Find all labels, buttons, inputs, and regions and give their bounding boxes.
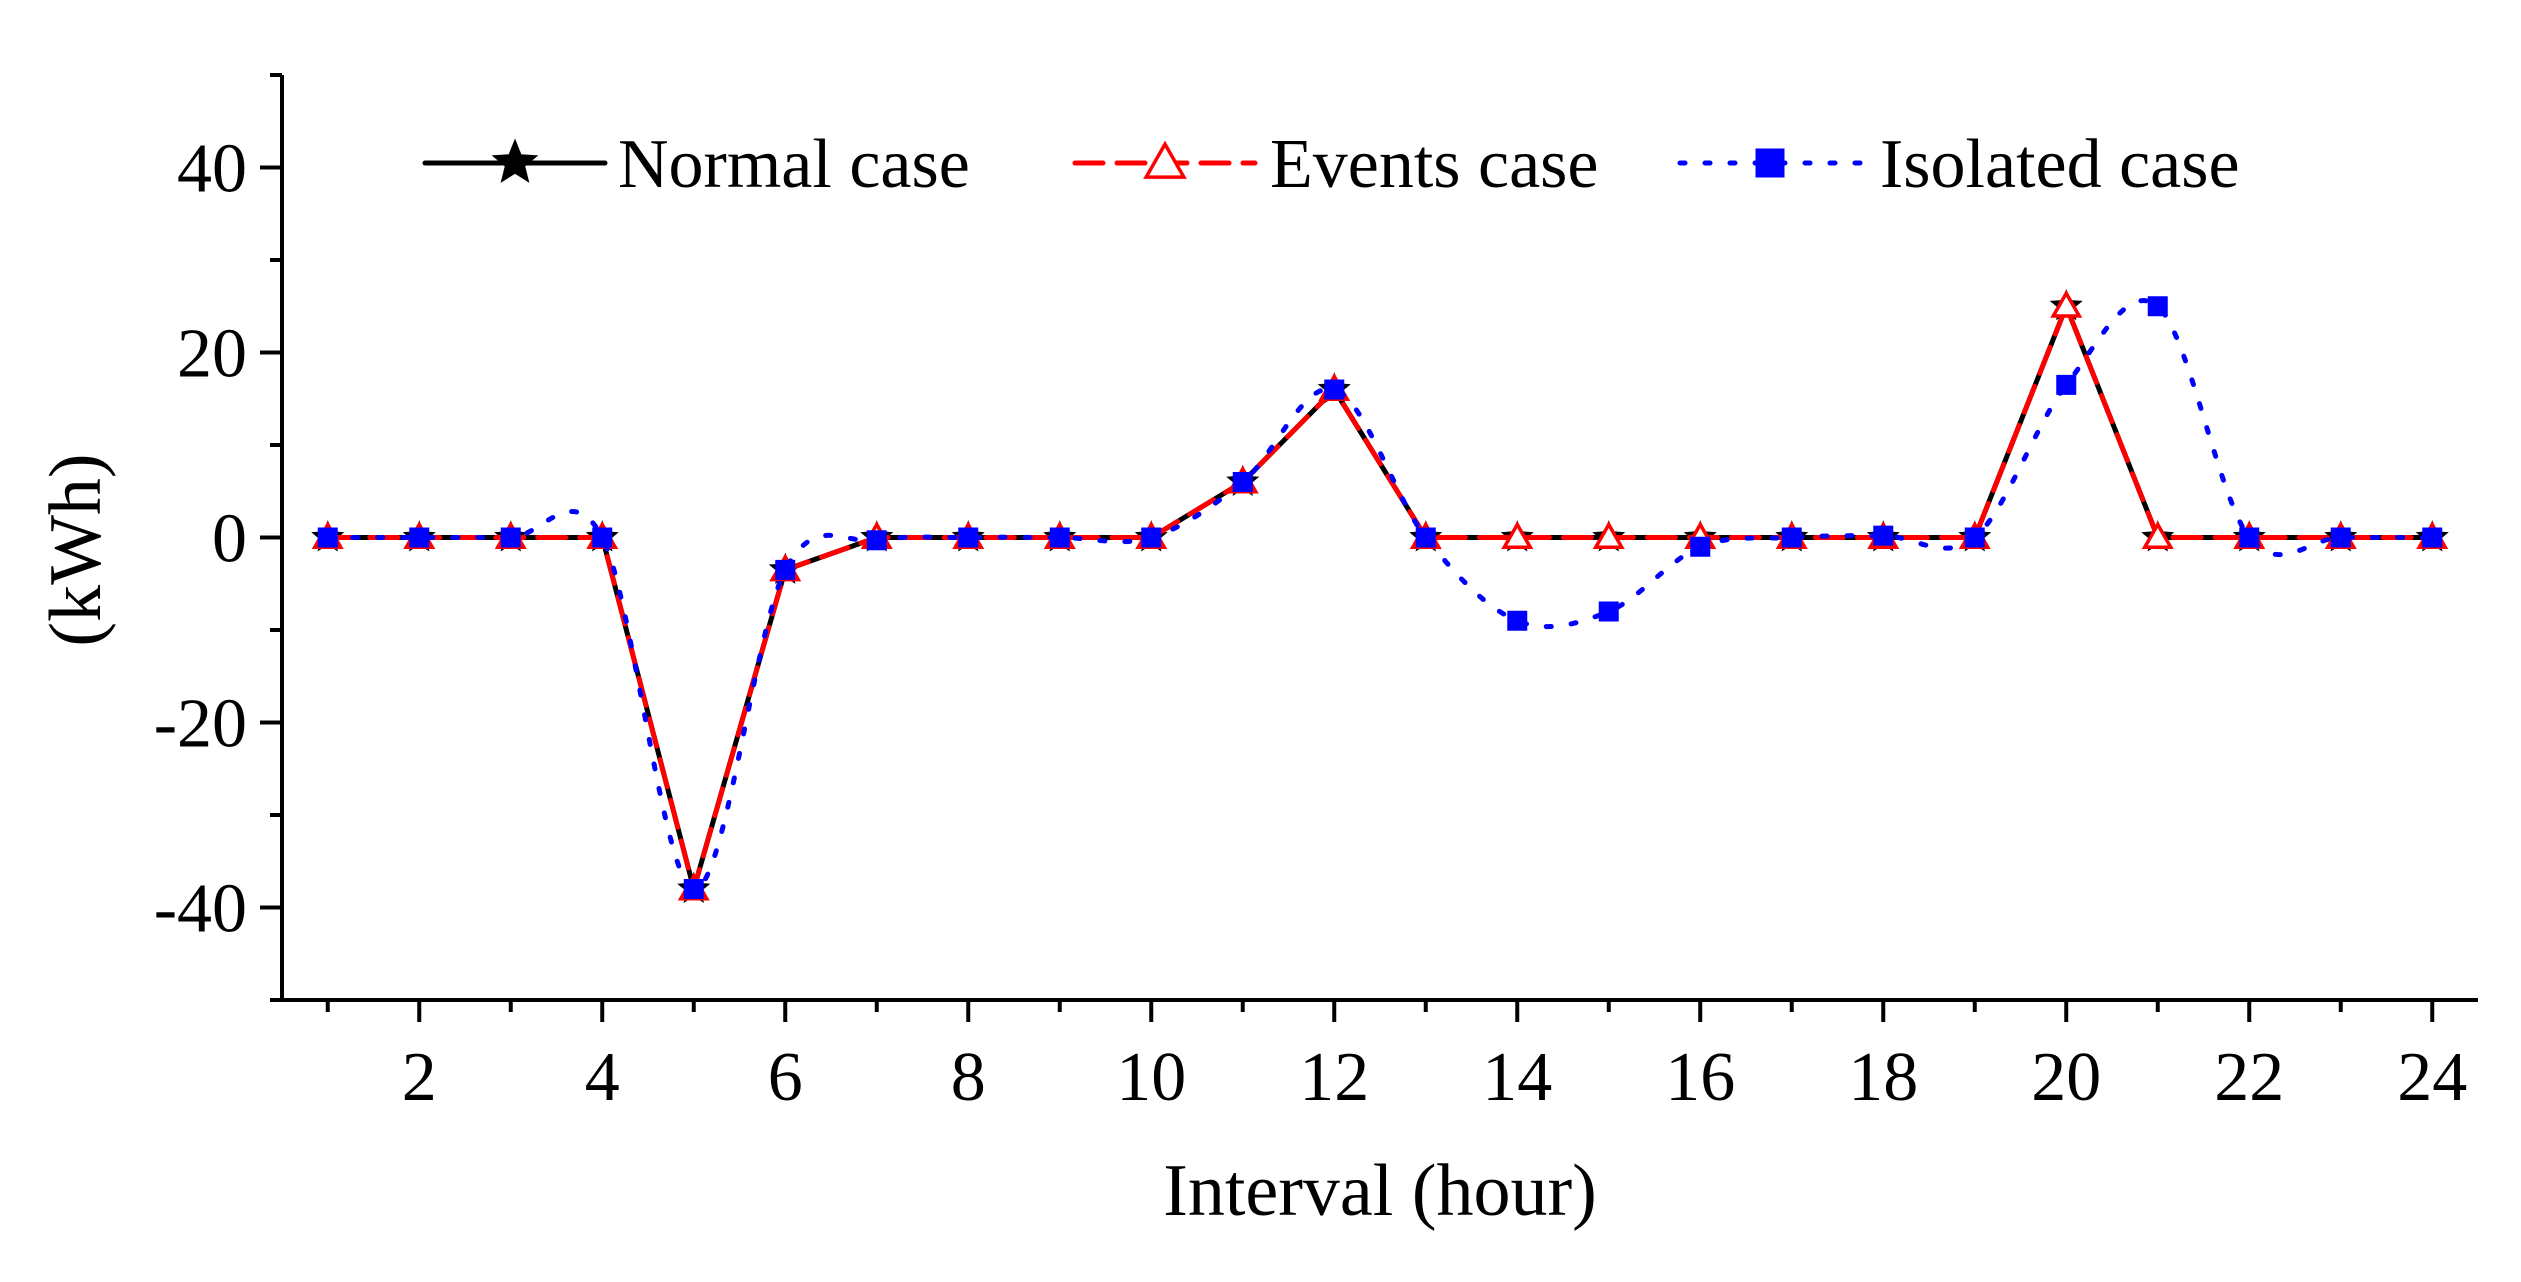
- y-tick-label: 0: [212, 501, 247, 578]
- x-tick-label: 4: [585, 1039, 620, 1116]
- isolated-case-marker: [592, 527, 613, 548]
- isolated-case-marker: [500, 527, 521, 548]
- x-tick-label: 24: [2397, 1039, 2467, 1116]
- isolated-case-marker: [2422, 527, 2443, 548]
- isolated-case-marker: [2239, 527, 2260, 548]
- y-tick-label: 40: [177, 131, 247, 208]
- isolated-case-marker: [1964, 527, 1985, 548]
- isolated-case-marker: [317, 527, 338, 548]
- events-case-line: [325, 303, 2435, 892]
- legend-normal-case: Normal case: [422, 126, 970, 203]
- x-tick-label: 2: [402, 1039, 437, 1116]
- legend-events-case: Events case: [1072, 126, 1598, 203]
- events-case-marker: [1501, 520, 1534, 549]
- y-tick-label: 20: [177, 316, 247, 393]
- isolated-case-marker: [1141, 527, 1162, 548]
- isolated-case-marker: [775, 559, 796, 580]
- events-case-marker: [1143, 140, 1187, 179]
- isolated-case-marker: [2056, 374, 2077, 395]
- x-tick-label: 22: [2214, 1039, 2284, 1116]
- legend-label: Isolated case: [1880, 126, 2240, 203]
- legend-isolated-case: Isolated case: [1677, 126, 2240, 203]
- legend: Normal case Events case Isolated case: [422, 126, 2240, 203]
- isolated-case-marker: [958, 527, 979, 548]
- isolated-case-marker: [2330, 527, 2351, 548]
- y-axis-title: (kWh): [35, 453, 117, 646]
- legend-label: Normal case: [618, 126, 970, 203]
- x-tick-label: 20: [2031, 1039, 2101, 1116]
- isolated-case-marker: [1690, 536, 1711, 557]
- legend-label: Events case: [1270, 126, 1598, 203]
- events-case-marker: [2050, 289, 2083, 318]
- x-axis-title: Interval (hour): [1163, 1150, 1597, 1232]
- events-case-marker: [2141, 520, 2174, 549]
- isolated-case-marker: [1415, 527, 1436, 548]
- x-tick-label: 12: [1299, 1039, 1369, 1116]
- x-tick-label: 6: [768, 1039, 803, 1116]
- isolated-case-marker: [1049, 527, 1070, 548]
- normal-case-line: [325, 303, 2435, 892]
- x-tick-label: 8: [951, 1039, 986, 1116]
- events-case-marker: [1592, 520, 1625, 549]
- isolated-case-marker: [1598, 601, 1619, 622]
- isolated-case-line: [325, 298, 2435, 892]
- isolated-case-marker: [1873, 525, 1894, 546]
- isolated-case-marker: [1324, 379, 1345, 400]
- y-tick-label: -20: [154, 686, 247, 763]
- x-tick-label: 18: [1848, 1039, 1918, 1116]
- isolated-case-marker: [2147, 296, 2168, 317]
- isolated-case-marker: [409, 527, 430, 548]
- x-tick-label: 16: [1665, 1039, 1735, 1116]
- isolated-case-marker: [1781, 527, 1802, 548]
- x-tick-label: 10: [1116, 1039, 1186, 1116]
- isolated-case-marker: [1755, 148, 1785, 178]
- y-tick-label: -40: [154, 871, 247, 948]
- isolated-case-marker: [683, 879, 704, 899]
- x-tick-label: 14: [1482, 1039, 1552, 1116]
- plot-layer: [311, 288, 2449, 903]
- isolated-case-marker: [1507, 610, 1528, 631]
- normal-case-marker: [491, 138, 539, 183]
- isolated-case-marker: [1232, 472, 1253, 492]
- isolated-case-marker: [866, 530, 887, 551]
